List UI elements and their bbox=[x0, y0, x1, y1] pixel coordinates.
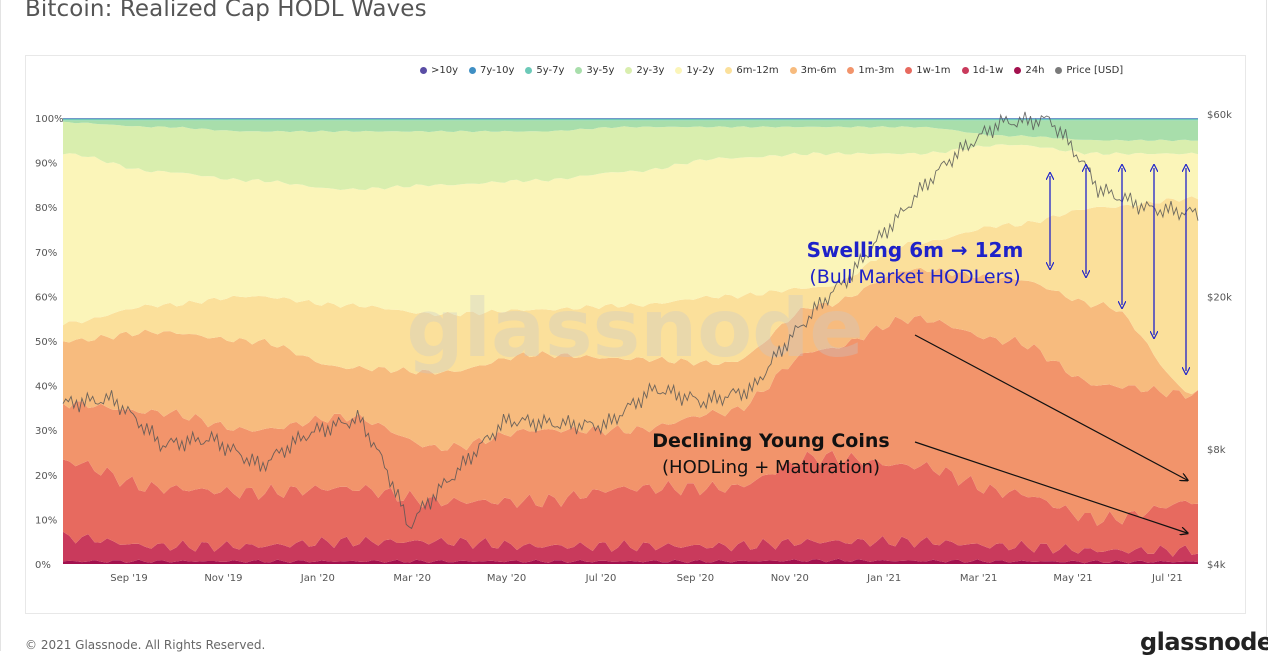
footer-logo: glassnode bbox=[1140, 628, 1268, 656]
x-tick-label: Sep '20 bbox=[677, 573, 715, 584]
y-tick-label: 50% bbox=[35, 337, 57, 348]
y-tick-label: 30% bbox=[35, 426, 57, 437]
right-tick-label: $60k bbox=[1207, 110, 1232, 121]
x-axis-ticks: Sep '19 Nov '19 Jan '20 Mar '20 May '20 Jul '… bbox=[110, 573, 1183, 584]
declining-annotation-subtitle: (HODLing + Maturation) bbox=[662, 457, 880, 478]
right-tick-label: $20k bbox=[1207, 293, 1232, 304]
x-tick-label: Mar '20 bbox=[393, 573, 431, 584]
y-tick-label: 70% bbox=[35, 248, 57, 259]
declining-annotation-title: Declining Young Coins bbox=[652, 430, 889, 452]
y-tick-label: 0% bbox=[35, 560, 51, 571]
right-tick-label: $4k bbox=[1207, 560, 1226, 571]
x-tick-label: May '20 bbox=[487, 573, 526, 584]
y-tick-label: 100% bbox=[35, 114, 64, 125]
x-tick-label: Nov '20 bbox=[771, 573, 809, 584]
band-7y-10y bbox=[63, 118, 1198, 119]
x-tick-label: May '21 bbox=[1053, 573, 1092, 584]
y-tick-label: 80% bbox=[35, 203, 57, 214]
x-tick-label: Nov '19 bbox=[204, 573, 242, 584]
x-tick-label: Jan '20 bbox=[300, 573, 335, 584]
x-tick-label: Jul '21 bbox=[1151, 573, 1183, 584]
right-tick-label: $8k bbox=[1207, 445, 1226, 456]
y-tick-label: 10% bbox=[35, 515, 57, 526]
swelling-annotation-subtitle: (Bull Market HODLers) bbox=[809, 266, 1020, 288]
x-tick-label: Sep '19 bbox=[110, 573, 148, 584]
left-axis-ticks: 0% 10% 20% 30% 40% 50% 60% 70% 80% 90% 100% bbox=[35, 114, 64, 571]
y-tick-label: 40% bbox=[35, 382, 57, 393]
y-tick-label: 90% bbox=[35, 159, 57, 170]
band-5y-7y bbox=[63, 119, 1198, 120]
swelling-annotation-title: Swelling 6m → 12m bbox=[807, 238, 1024, 262]
x-tick-label: Jul '20 bbox=[585, 573, 617, 584]
y-tick-label: 20% bbox=[35, 471, 57, 482]
y-tick-label: 60% bbox=[35, 292, 57, 303]
footer-copyright: © 2021 Glassnode. All Rights Reserved. bbox=[25, 638, 265, 652]
right-axis-ticks: $4k $8k $20k $60k bbox=[1207, 110, 1232, 571]
x-tick-label: Jan '21 bbox=[866, 573, 901, 584]
x-tick-label: Mar '21 bbox=[960, 573, 998, 584]
